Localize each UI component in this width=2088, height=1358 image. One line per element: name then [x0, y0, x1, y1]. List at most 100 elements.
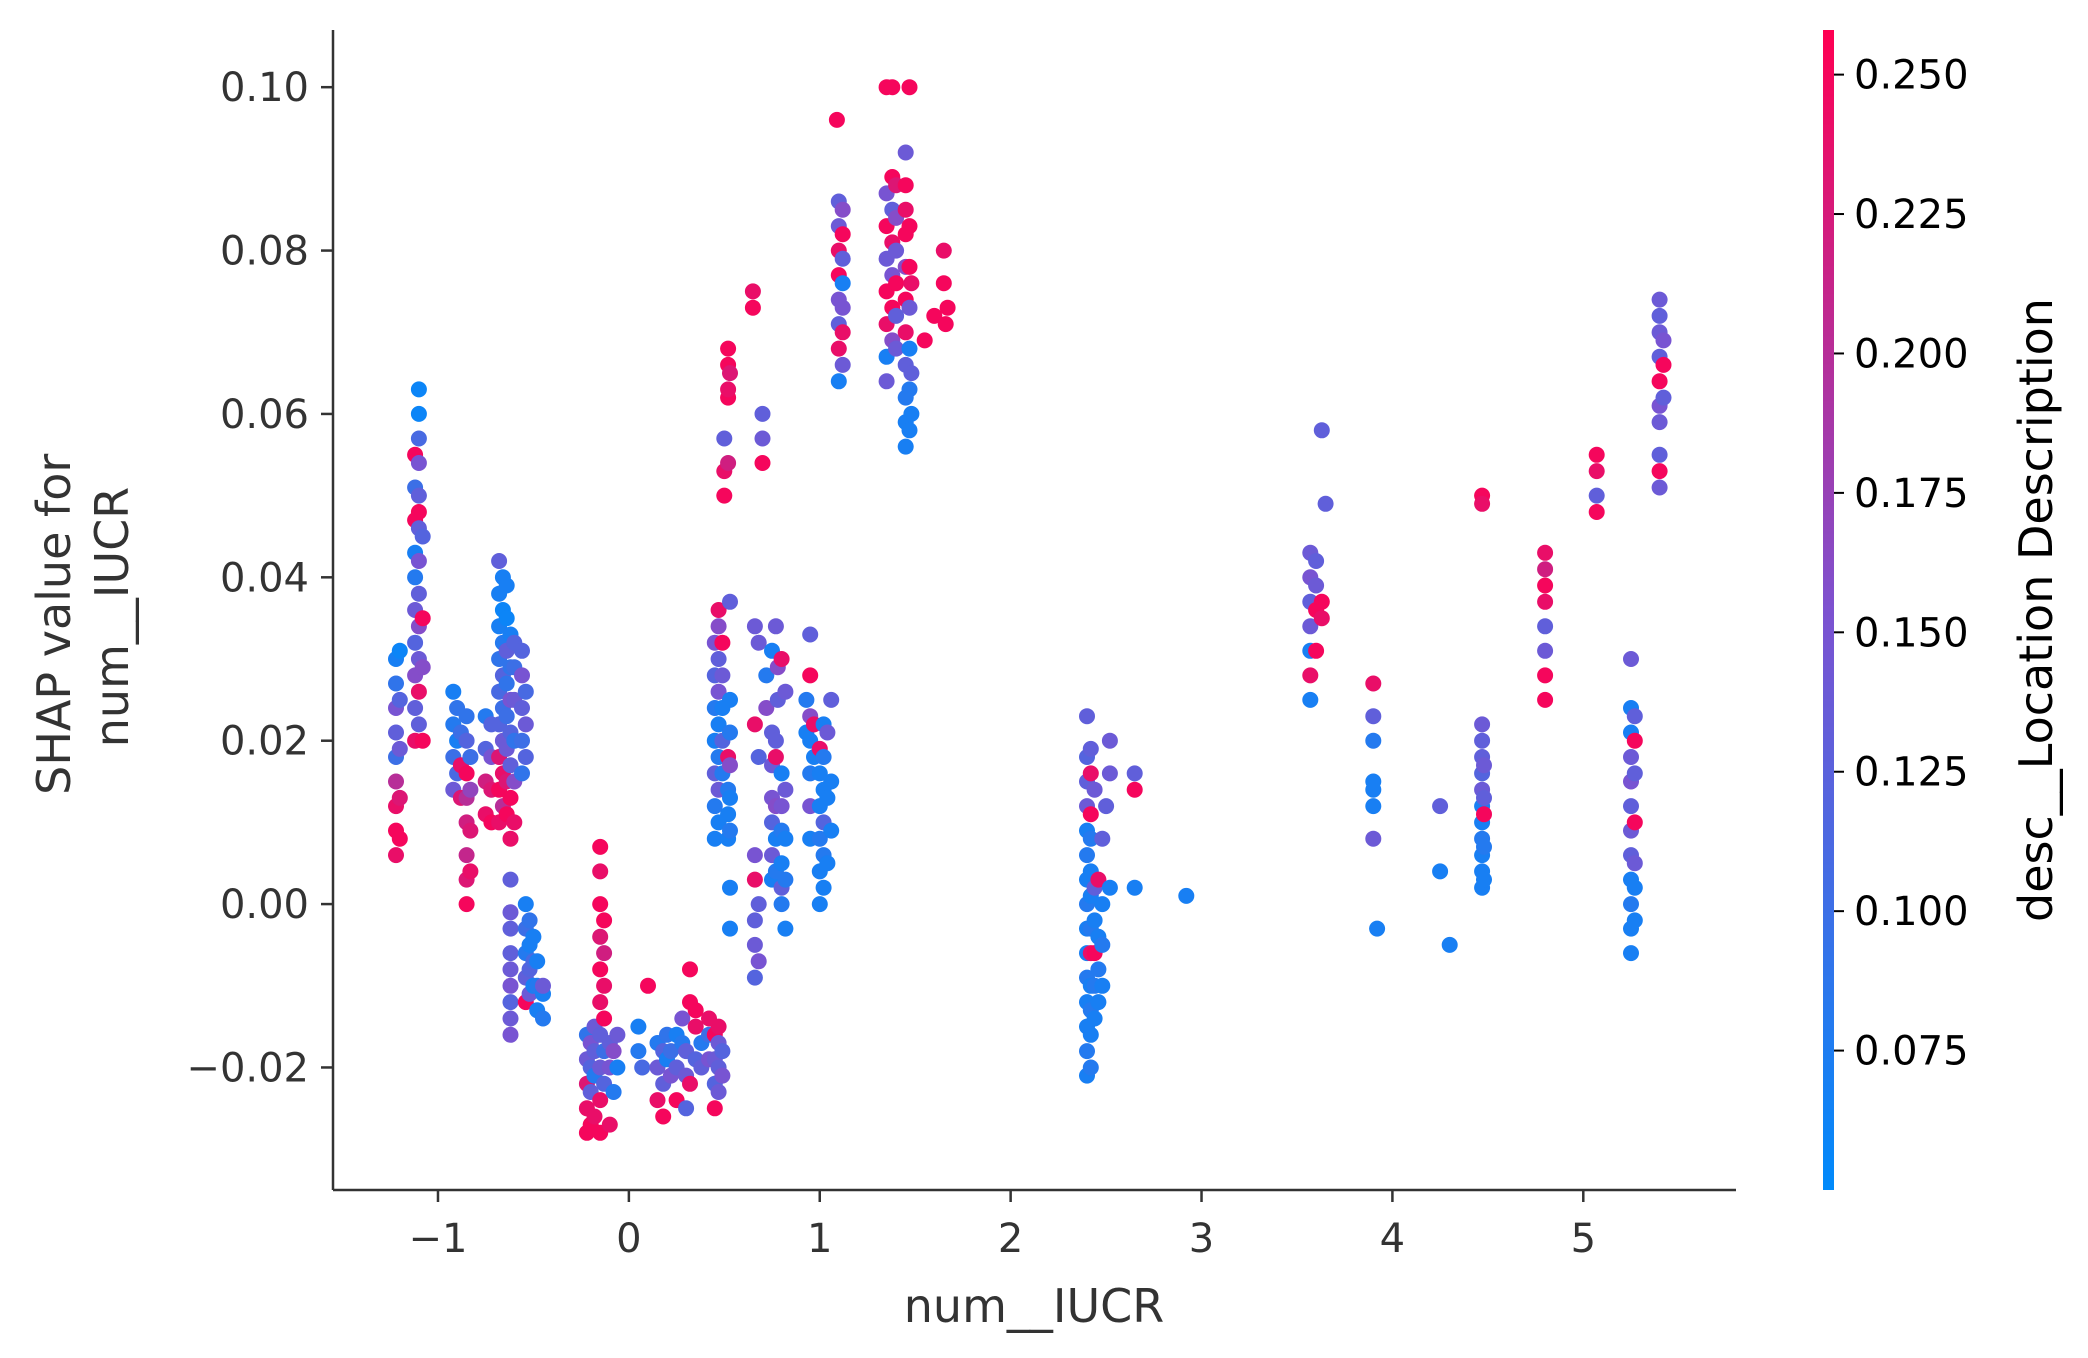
scatter-point: [798, 691, 815, 708]
scatter-point: [592, 928, 609, 945]
scatter-point: [767, 749, 784, 765]
scatter-point: [1623, 798, 1639, 815]
scatter-point: [605, 1084, 622, 1100]
scatter-point: [802, 626, 819, 643]
scatter-point: [1623, 945, 1639, 962]
scatter-point: [1082, 1059, 1099, 1076]
scatter-point: [462, 749, 479, 765]
scatter-point: [498, 610, 515, 627]
scatter-point: [1623, 896, 1639, 913]
scatter-point: [649, 1092, 666, 1109]
scatter-point: [1588, 463, 1605, 480]
scatter-point: [1082, 765, 1099, 782]
scatter-point: [388, 675, 404, 692]
scatter-point: [767, 732, 784, 749]
scatter-point: [903, 405, 920, 422]
scatter-point: [706, 798, 723, 815]
scatter-point: [391, 642, 408, 659]
scatter-point: [391, 789, 408, 806]
scatter-point: [414, 610, 431, 627]
scatter-point: [1588, 504, 1605, 520]
scatter-point: [777, 920, 794, 937]
scatter-point: [410, 585, 427, 602]
scatter-point: [746, 618, 763, 635]
scatter-point: [722, 822, 738, 839]
scatter-point: [1537, 577, 1554, 594]
scatter-point: [897, 144, 914, 161]
scatter-point: [586, 1108, 603, 1125]
scatter-point: [935, 242, 952, 259]
y-axis-label-line-2: num__IUCR: [85, 487, 139, 747]
scatter-point: [491, 553, 508, 569]
scatter-point: [1090, 994, 1107, 1011]
scatter-point: [1302, 691, 1319, 708]
scatter-point: [1086, 1010, 1103, 1027]
x-tick-label: 5: [1571, 1216, 1596, 1262]
colorbar: [1823, 30, 1834, 1190]
scatter-point: [410, 683, 427, 700]
scatter-point: [1126, 879, 1143, 896]
scatter-point: [1651, 479, 1668, 496]
scatter-point: [720, 455, 737, 471]
colorbar-tick-label: 0.075: [1854, 1029, 1969, 1075]
scatter-point: [596, 912, 613, 929]
scatter-point: [903, 275, 920, 292]
scatter-point: [834, 324, 851, 341]
colorbar-tick-label: 0.250: [1854, 53, 1969, 99]
scatter-point: [1626, 732, 1643, 749]
scatter-point: [1432, 798, 1449, 815]
scatter-point: [535, 977, 551, 994]
scatter-point: [1588, 487, 1605, 504]
scatter-point: [596, 1010, 613, 1027]
scatter-point: [901, 381, 918, 398]
scatter-point: [720, 381, 737, 398]
scatter-point: [525, 928, 542, 945]
scatter-point: [888, 340, 905, 357]
scatter-point: [498, 708, 515, 725]
scatter-point: [414, 732, 431, 749]
scatter-point: [458, 896, 475, 913]
scatter-point: [710, 1084, 727, 1100]
scatter-point: [716, 487, 733, 504]
scatter-point: [1655, 389, 1672, 406]
y-tick-label: 0.04: [220, 555, 309, 601]
scatter-point: [1086, 912, 1103, 929]
scatter-point: [407, 700, 424, 716]
scatter-point: [445, 683, 462, 700]
scatter-point: [746, 716, 763, 733]
scatter-point: [1476, 838, 1492, 855]
y-tick-label: 0.00: [220, 882, 309, 928]
scatter-point: [391, 740, 408, 757]
scatter-point: [706, 1100, 723, 1117]
scatter-point: [407, 634, 424, 651]
x-axis-label: num__IUCR: [904, 1279, 1164, 1333]
scatter-point: [754, 455, 771, 471]
scatter-point: [592, 994, 609, 1011]
scatter-point: [710, 602, 727, 618]
colorbar-label: desc__Location Description: [2009, 298, 2063, 922]
scatter-point: [1588, 446, 1605, 463]
scatter-point: [1474, 495, 1491, 512]
scatter-point: [1651, 463, 1668, 480]
scatter-point: [1313, 610, 1330, 627]
scatter-point: [834, 356, 851, 373]
scatter-point: [722, 593, 738, 610]
scatter-point: [750, 634, 767, 651]
scatter-point: [609, 1026, 626, 1043]
scatter-point: [720, 806, 737, 823]
scatter-point: [1476, 871, 1492, 888]
scatter-point: [815, 749, 832, 765]
scatter-point: [1094, 977, 1111, 994]
scatter-point: [1101, 765, 1118, 782]
scatter-point: [1090, 871, 1107, 888]
scatter-point: [414, 528, 431, 545]
scatter-point: [592, 1092, 609, 1109]
scatter-point: [535, 1010, 551, 1027]
x-ticks: −1 0 1 2 3 4 5: [409, 1190, 1596, 1262]
scatter-point: [901, 299, 918, 316]
axes: [331, 30, 1736, 1192]
scatter-point: [1626, 765, 1643, 782]
scatter-point: [937, 316, 954, 333]
scatter-point: [710, 1018, 727, 1035]
